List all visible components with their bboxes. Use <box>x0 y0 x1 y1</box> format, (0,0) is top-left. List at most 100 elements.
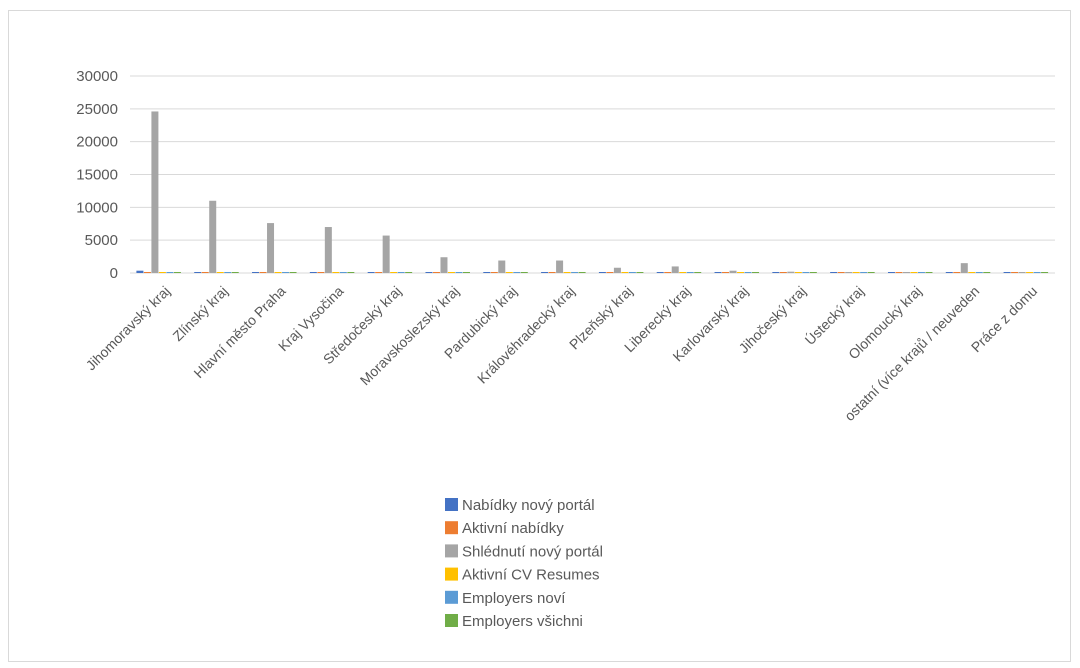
y-tick-label: 30000 <box>76 68 118 85</box>
bar <box>714 272 722 273</box>
y-tick-label: 15000 <box>76 167 118 184</box>
legend-label: Employers noví <box>462 590 566 607</box>
bar <box>779 272 787 273</box>
legend-label: Nabídky nový portál <box>462 497 595 514</box>
bar <box>201 272 209 273</box>
bar <box>809 272 817 273</box>
bar <box>887 272 895 273</box>
bar <box>737 272 745 273</box>
bar <box>983 272 991 273</box>
bar <box>1033 272 1041 273</box>
bar <box>802 272 810 273</box>
bar <box>375 272 383 273</box>
bar <box>425 272 433 273</box>
bar <box>252 272 260 273</box>
bar <box>571 272 579 273</box>
bar <box>563 272 571 273</box>
legend-swatch <box>445 521 458 535</box>
chart-area <box>8 10 1071 662</box>
bar <box>309 272 317 273</box>
bar <box>852 272 860 273</box>
bar <box>578 272 586 273</box>
legend-swatch <box>445 544 458 558</box>
bar <box>209 200 217 273</box>
bar <box>317 272 325 273</box>
bar <box>975 272 983 273</box>
bar <box>606 272 614 273</box>
bar <box>462 272 470 273</box>
bar <box>895 272 903 273</box>
bar <box>332 272 340 273</box>
bar <box>382 235 390 273</box>
bar <box>694 272 702 273</box>
bar <box>216 272 224 273</box>
bar <box>498 260 506 273</box>
bar <box>347 272 355 273</box>
bar <box>960 263 968 273</box>
bar <box>1041 272 1049 273</box>
x-tick-label: Zlínský kraj <box>169 283 230 344</box>
bar <box>1003 272 1011 273</box>
bar <box>830 272 838 273</box>
bar <box>679 272 687 273</box>
bar <box>339 272 347 273</box>
bar <box>367 272 375 273</box>
legend-label: Employers všichni <box>462 613 583 630</box>
bar <box>860 272 868 273</box>
bar <box>173 272 181 273</box>
y-axis: 0 5000 10000 15000 20000 25000 30000 <box>76 68 118 282</box>
bar <box>505 272 513 273</box>
y-tick-label: 10000 <box>76 199 118 216</box>
legend-swatch <box>445 498 458 511</box>
bar <box>729 270 737 273</box>
bar <box>1018 272 1026 273</box>
legend-swatch <box>445 567 458 581</box>
bar <box>628 272 636 273</box>
bar <box>390 272 398 273</box>
bars <box>136 111 1049 274</box>
bar <box>917 272 925 273</box>
y-tick-label: 0 <box>110 265 118 282</box>
bar <box>953 272 961 273</box>
y-tick-label: 5000 <box>85 232 118 249</box>
legend-swatch <box>445 614 458 627</box>
bar <box>158 272 166 273</box>
bar <box>447 272 455 273</box>
bar <box>744 272 752 273</box>
bar <box>845 272 853 273</box>
bar <box>194 272 202 273</box>
bar <box>613 267 621 273</box>
legend-label: Aktivní nabídky <box>462 520 564 537</box>
bar <box>968 272 976 273</box>
bar <box>598 272 606 273</box>
bar <box>224 272 232 273</box>
bar <box>636 272 644 273</box>
legend-label: Shlédnutí nový portál <box>462 543 603 560</box>
bar <box>455 272 463 273</box>
x-tick-label: Moravskoslezský kraj <box>357 283 462 388</box>
x-tick-label: Jihomoravský kraj <box>82 283 173 374</box>
bar <box>686 272 694 273</box>
bar <box>166 272 174 273</box>
y-tick-label: 25000 <box>76 101 118 118</box>
bar <box>267 223 275 273</box>
bar <box>259 272 267 273</box>
bar <box>405 272 413 273</box>
bar <box>483 272 491 273</box>
bar <box>432 272 440 273</box>
legend: Nabídky nový portál Aktivní nabídky Shlédn… <box>445 497 603 630</box>
bar <box>656 272 664 273</box>
bar <box>772 272 780 273</box>
bar <box>520 272 528 273</box>
bar <box>671 266 679 273</box>
bar <box>231 272 239 273</box>
bar <box>274 272 282 273</box>
bar <box>397 272 405 273</box>
bar <box>837 272 845 273</box>
bar <box>151 111 159 274</box>
bar <box>513 272 521 273</box>
bar <box>787 271 795 273</box>
bar <box>752 272 760 273</box>
